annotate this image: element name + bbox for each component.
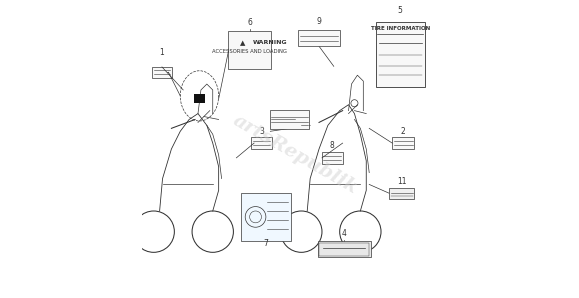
FancyBboxPatch shape xyxy=(322,152,343,164)
FancyBboxPatch shape xyxy=(152,67,171,78)
Text: 11: 11 xyxy=(397,177,406,186)
Text: 6: 6 xyxy=(247,18,252,27)
Text: artsRepublik: artsRepublik xyxy=(230,112,361,198)
Text: 9: 9 xyxy=(317,18,321,27)
Text: 3: 3 xyxy=(259,127,264,136)
Text: ▲: ▲ xyxy=(240,40,245,46)
FancyBboxPatch shape xyxy=(251,137,272,149)
FancyBboxPatch shape xyxy=(193,94,206,103)
Text: 2: 2 xyxy=(401,127,405,136)
FancyBboxPatch shape xyxy=(392,137,414,149)
FancyBboxPatch shape xyxy=(270,110,309,129)
FancyBboxPatch shape xyxy=(317,241,371,257)
FancyBboxPatch shape xyxy=(228,31,271,69)
Text: 7: 7 xyxy=(263,239,268,248)
FancyBboxPatch shape xyxy=(241,193,291,240)
Text: ACCESSORIES AND LOADING: ACCESSORIES AND LOADING xyxy=(212,49,287,54)
FancyBboxPatch shape xyxy=(298,30,340,46)
Text: WARNING: WARNING xyxy=(252,40,287,45)
FancyBboxPatch shape xyxy=(389,188,414,199)
Text: TIRE INFORMATION: TIRE INFORMATION xyxy=(371,26,430,31)
Text: 8: 8 xyxy=(330,142,335,150)
Text: 4: 4 xyxy=(342,229,347,238)
Text: 1: 1 xyxy=(160,48,164,57)
FancyBboxPatch shape xyxy=(376,22,424,87)
Text: 5: 5 xyxy=(398,6,402,15)
